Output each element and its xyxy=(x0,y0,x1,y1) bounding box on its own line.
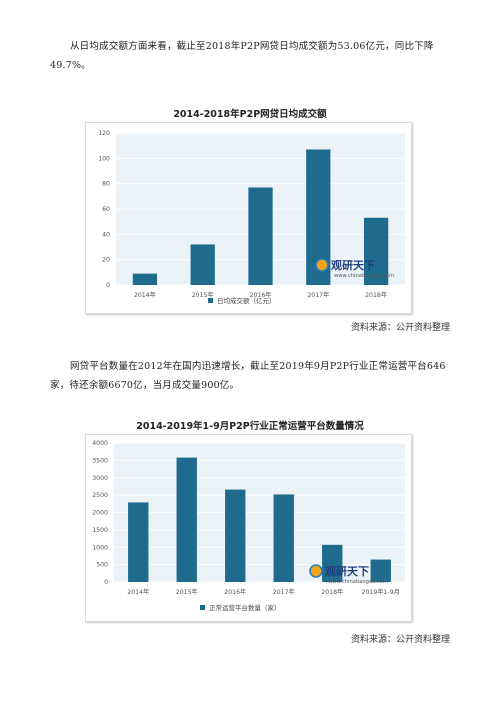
y-tick-label: 500 xyxy=(96,562,108,569)
x-tick-label: 2017年 xyxy=(307,291,329,299)
bar-2018年 xyxy=(322,544,343,582)
y-tick-label: 4000 xyxy=(92,440,108,447)
chart1-legend-swatch xyxy=(208,298,213,303)
paragraph-daily-volume: 从日均成交额方面来看，截止至2018年P2P网贷日均成交额为53.06亿元，同比… xyxy=(50,41,434,71)
bar-2015年 xyxy=(176,457,197,582)
bar-2018年 xyxy=(363,217,389,285)
y-tick-label: 40 xyxy=(102,231,110,238)
bar-2014年 xyxy=(128,502,149,582)
x-tick-label: 2015年 xyxy=(192,291,214,299)
watermark-cn: 观研天下 xyxy=(325,565,369,578)
watermark-en: www.chinabaogao.com xyxy=(334,273,394,279)
bar-2019年1-9月 xyxy=(370,559,391,582)
chart1-svg: 0 20 40 60 80 100 120 2014年 2015年 2016年 2017年 2018… xyxy=(98,130,405,305)
watermark-logo: 观研天下 www.chinabaogao.com xyxy=(315,258,394,279)
chart1-daily-volume: 0 20 40 60 80 100 120 2014年 2015年 2016年 2017年 2018… xyxy=(85,122,412,314)
watermark-globe-icon xyxy=(315,258,329,272)
y-tick-label: 60 xyxy=(102,206,110,213)
y-tick-label: 0 xyxy=(106,282,110,289)
chart2-legend-swatch xyxy=(200,605,205,610)
x-tick-label: 2014年 xyxy=(127,588,149,596)
watermark-logo: 观研天下 www.chinabaogao.com xyxy=(309,564,388,585)
paragraph-platform-count: 网贷平台数量在2012年在国内迅速增长，截止至2019年9月P2P行业正常运营平… xyxy=(50,361,446,391)
y-tick-label: 1500 xyxy=(92,527,108,534)
y-tick-label: 20 xyxy=(102,257,110,264)
watermark-en: www.chinabaogao.com xyxy=(328,579,388,585)
y-tick-label: 2000 xyxy=(92,510,108,517)
chart2-title: 2014-2019年1-9月P2P行业正常运营平台数量情况 xyxy=(136,421,364,432)
x-tick-label: 2018年 xyxy=(365,291,387,299)
bar-2016年 xyxy=(225,489,246,582)
y-tick-label: 80 xyxy=(102,181,110,188)
x-tick-label: 2017年 xyxy=(273,588,295,596)
chart2-svg: 0 500 1000 1500 2000 2500 3000 3500 4000 2014年 20… xyxy=(92,440,405,612)
bar-2016年 xyxy=(248,187,273,285)
bar-2015年 xyxy=(190,244,215,285)
chart2-legend-label: 正常运营平台数量（家） xyxy=(209,603,281,612)
source-note-2: 资料来源：公开资料整理 xyxy=(350,635,450,645)
y-tick-label: 2500 xyxy=(92,492,108,499)
x-tick-label: 2014年 xyxy=(134,291,156,299)
watermark-cn: 观研天下 xyxy=(331,259,375,272)
x-tick-label: 2016年 xyxy=(250,291,272,299)
source-note-1: 资料来源：公开资料整理 xyxy=(350,323,450,333)
y-tick-label: 0 xyxy=(104,579,108,586)
chart1-legend-label: 日均成交额（亿元） xyxy=(217,296,276,305)
watermark-globe-icon xyxy=(309,564,323,578)
bar-2017年 xyxy=(273,494,294,582)
y-tick-label: 100 xyxy=(98,155,110,162)
y-tick-label: 120 xyxy=(98,130,110,137)
chart1-legend: 日均成交额（亿元） xyxy=(208,296,276,305)
chart1-title: 2014-2018年P2P网贷日均成交额 xyxy=(173,109,327,120)
y-tick-label: 3000 xyxy=(92,475,108,482)
y-tick-label: 1000 xyxy=(92,544,108,551)
chart2-platform-count: 0 500 1000 1500 2000 2500 3000 3500 4000 2014年 20… xyxy=(85,434,412,622)
x-tick-label: 2019年1-9月 xyxy=(362,588,400,596)
x-tick-label: 2018年 xyxy=(321,588,343,596)
y-tick-label: 3500 xyxy=(92,457,108,464)
bar-2014年 xyxy=(132,273,158,285)
chart2-legend: 正常运营平台数量（家） xyxy=(200,603,281,612)
x-tick-label: 2015年 xyxy=(176,588,198,596)
x-tick-label: 2016年 xyxy=(224,588,246,596)
